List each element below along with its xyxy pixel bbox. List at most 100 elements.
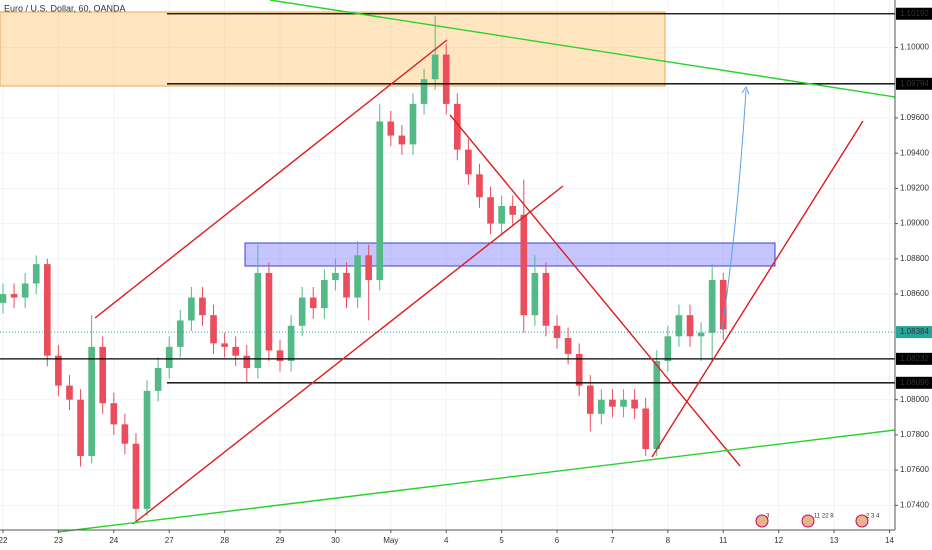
trendline — [449, 114, 741, 467]
y-tick-label: 1.09400 — [900, 148, 929, 157]
candle-body — [398, 135, 406, 145]
candle-body — [653, 360, 661, 450]
candle-body — [265, 272, 273, 351]
candle-body — [10, 294, 18, 298]
candle-body — [276, 350, 284, 361]
x-tick-label: 27 — [165, 536, 174, 545]
candle-body — [675, 315, 683, 337]
axes: 1.07400 1.07600 1.07800 1.08000 1.08600 1.088… — [0, 7, 932, 545]
candle-body — [531, 272, 539, 316]
x-tick-label: May — [383, 536, 398, 545]
y-tick-label: 1.09600 — [900, 113, 929, 122]
candle-body — [55, 355, 62, 386]
trendline — [57, 429, 896, 533]
candle-body — [287, 325, 295, 361]
candle-body — [409, 103, 417, 145]
y-tick-label: 1.07600 — [900, 465, 929, 474]
level-label: 1.08096 — [900, 378, 929, 387]
candle-body — [575, 353, 583, 386]
candle-body — [99, 346, 107, 404]
projection-arrow — [721, 89, 747, 331]
candle-body — [154, 368, 162, 391]
x-tick-label: 22 — [0, 536, 8, 545]
event-icon — [801, 514, 815, 528]
level-label: 1.08232 — [900, 354, 929, 363]
candle-body — [586, 385, 594, 414]
x-tick-label: 8 — [666, 536, 671, 545]
level-label: 1.09794 — [900, 79, 929, 88]
y-tick-label: 1.08000 — [900, 395, 929, 404]
last-price-badge — [896, 326, 932, 339]
candle-body — [620, 399, 627, 407]
price-axis — [895, 0, 932, 550]
x-tick-label: 30 — [331, 536, 340, 545]
trendline — [94, 39, 448, 319]
candle-body — [420, 79, 428, 104]
candle-body — [332, 272, 339, 280]
trendline — [269, 0, 896, 98]
candle-body — [165, 346, 173, 369]
candle-body — [431, 54, 439, 80]
candle-body — [465, 149, 472, 175]
candle-body — [509, 206, 517, 215]
y-tick-label: 1.07800 — [900, 430, 929, 439]
y-tick-label: 1.09200 — [900, 184, 929, 193]
candle-body — [0, 294, 7, 303]
event-icon — [855, 514, 869, 528]
x-tick-label: 24 — [109, 536, 118, 545]
trendline — [132, 185, 564, 525]
event-icon — [755, 514, 769, 528]
candle-body — [232, 346, 240, 356]
candle-body — [309, 297, 317, 309]
candle-body — [487, 197, 494, 224]
level-badge — [896, 376, 932, 389]
event-badges: 3 11 22 8 2 3 4 — [755, 514, 880, 528]
candle-body — [609, 399, 616, 407]
candle-body — [453, 103, 461, 150]
candle-body — [176, 320, 184, 347]
x-tick-label: 28 — [220, 536, 229, 545]
candle-body — [199, 297, 206, 316]
x-tick-label: 13 — [830, 536, 839, 545]
x-tick-label: 7 — [610, 536, 615, 545]
candle-body — [210, 315, 217, 344]
candle-body — [110, 403, 118, 425]
candle-body — [221, 343, 228, 347]
y-tick-label: 1.08800 — [900, 254, 929, 263]
levels — [0, 13, 895, 384]
candle-body — [598, 399, 605, 414]
y-tick-label: 1.08600 — [900, 289, 929, 298]
x-tick-label: 6 — [555, 536, 560, 545]
candle-body — [686, 315, 694, 337]
event-label: 3 — [766, 514, 770, 520]
x-tick-label: 5 — [499, 536, 504, 545]
event-label: 11 22 8 — [814, 514, 834, 520]
resistance-zone — [244, 242, 776, 267]
y-tick-label: 1.10000 — [900, 43, 929, 52]
candle-body — [32, 264, 40, 284]
candle-body — [542, 272, 550, 326]
candle-body — [476, 174, 483, 198]
candle-body — [66, 385, 73, 400]
level-badge — [896, 77, 932, 90]
candle-body — [708, 279, 716, 333]
chart-title: Euro / U.S. Dollar, 60, OANDA — [4, 3, 126, 13]
level-badge — [896, 352, 932, 365]
candle-body — [321, 279, 328, 309]
candle-body — [553, 325, 561, 339]
candle-body — [719, 279, 727, 330]
candle-body — [365, 255, 372, 280]
candle-body — [21, 283, 29, 298]
candle-body — [498, 206, 505, 224]
y-tick-label: 1.07400 — [900, 500, 929, 509]
candle-body — [77, 399, 84, 457]
candle-body — [298, 297, 306, 326]
y-tick-label: 1.09000 — [900, 219, 929, 228]
candle-body — [354, 255, 361, 298]
candle-body — [254, 272, 262, 369]
candle-body — [376, 121, 384, 280]
candle-body — [88, 346, 95, 457]
x-tick-label: 11 — [719, 536, 728, 545]
event-label: 2 3 4 — [866, 514, 880, 520]
